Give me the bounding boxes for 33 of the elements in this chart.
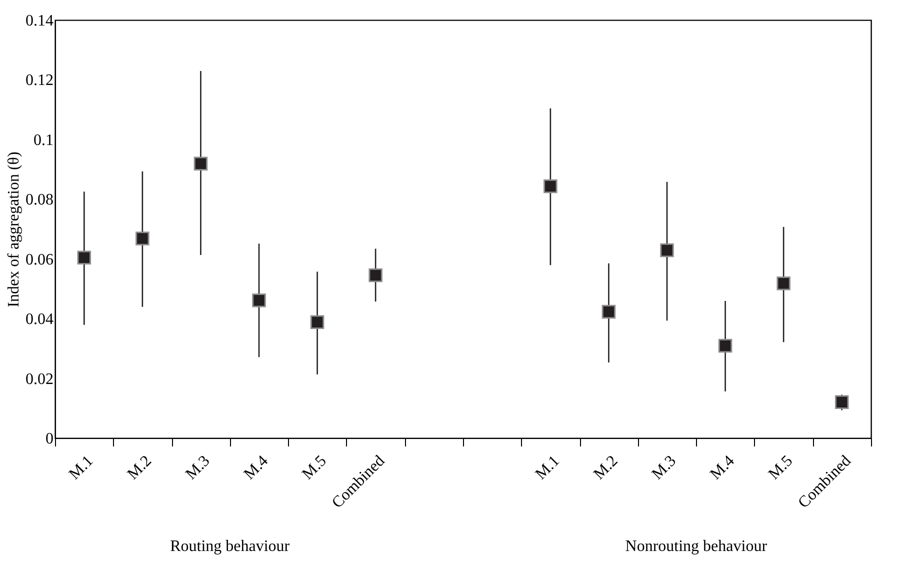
- y-tick-label: 0.02: [26, 370, 54, 388]
- y-tick-label: 0.1: [34, 132, 54, 149]
- y-axis-title: Index of aggregation (θ): [6, 152, 22, 308]
- x-tick-label: M.2: [590, 452, 622, 484]
- y-tick-label: 0: [46, 430, 54, 448]
- x-tick-label: M.5: [766, 452, 796, 484]
- y-tick-label: 0.08: [26, 192, 54, 209]
- x-tick-label: M.4: [707, 452, 738, 484]
- text: Nonrouting behaviour: [625, 538, 768, 555]
- point: [718, 338, 732, 353]
- x-tick-label: M.3: [182, 452, 214, 484]
- point: [310, 315, 324, 330]
- x-tick-label: M.4: [240, 452, 272, 484]
- point: [252, 293, 266, 308]
- text: Routing behaviour: [170, 538, 290, 555]
- point: [660, 243, 674, 258]
- point: [77, 250, 92, 265]
- point: [776, 276, 790, 290]
- point: [194, 156, 208, 170]
- x-tick-label: M.3: [648, 452, 680, 484]
- point: [834, 395, 849, 410]
- point: [136, 232, 150, 246]
- x-tick-label: M.1: [532, 452, 563, 484]
- y-tick-label: 0.06: [26, 251, 54, 268]
- point: [602, 304, 616, 319]
- x-tick-label: M.1: [66, 452, 97, 484]
- y-tick-label: 0.12: [26, 72, 54, 90]
- y-tick-label: 0.14: [26, 12, 54, 30]
- x-tick-label: M.5: [299, 452, 330, 484]
- y-tick-label: 0.04: [26, 311, 54, 328]
- point: [544, 179, 558, 194]
- point: [368, 268, 382, 282]
- x-tick-label: M.2: [124, 452, 155, 484]
